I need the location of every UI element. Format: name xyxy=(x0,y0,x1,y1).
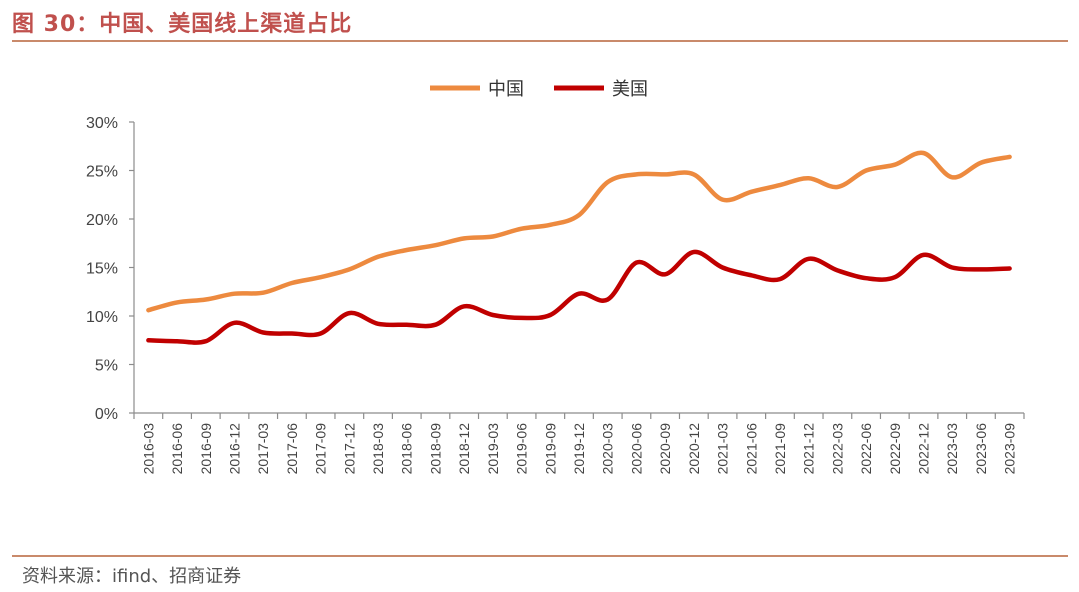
source-note: 资料来源：ifind、招商证券 xyxy=(22,566,242,587)
title-divider xyxy=(12,40,1068,42)
x-tick-label: 2021-12 xyxy=(801,423,817,475)
x-tick-label: 2020-09 xyxy=(657,423,673,475)
x-tick-label: 2017-09 xyxy=(313,423,329,475)
x-tick-label: 2016-12 xyxy=(226,423,242,475)
x-tick-label: 2022-12 xyxy=(916,423,932,475)
y-axis: 0% 5% 10% 15% 20% 25% 30% xyxy=(86,115,135,423)
x-tick-label: 2023-06 xyxy=(973,423,989,475)
x-tick-label: 2016-09 xyxy=(198,423,214,475)
x-tick-label: 2023-09 xyxy=(1002,423,1018,475)
series-layer xyxy=(146,150,1012,345)
x-tick-label: 2021-06 xyxy=(743,423,759,475)
x-tick-label: 2020-06 xyxy=(628,423,644,475)
legend-label: 中国 xyxy=(488,79,524,100)
y-tick-label: 20% xyxy=(86,212,118,229)
x-tick-label: 2017-06 xyxy=(284,423,300,475)
y-tick-label: 25% xyxy=(86,164,118,181)
y-tick-label: 10% xyxy=(86,309,118,326)
x-tick-label: 2020-12 xyxy=(686,423,702,475)
x-tick-label: 2019-09 xyxy=(542,423,558,475)
x-axis: 2016-03 2016-06 2016-09 2016-12 2017-03 2017-… xyxy=(133,412,1025,475)
x-tick-label: 2022-03 xyxy=(829,423,845,475)
x-tick-label: 2016-06 xyxy=(169,423,185,475)
x-tick-label: 2019-06 xyxy=(514,423,530,475)
x-tick-label: 2019-03 xyxy=(485,423,501,475)
x-tick-label: 2018-09 xyxy=(427,423,443,475)
y-tick-label: 15% xyxy=(86,261,118,278)
x-tick-label: 2017-03 xyxy=(255,423,271,475)
x-tick-label: 2022-09 xyxy=(887,423,903,475)
x-tick-label: 2018-03 xyxy=(370,423,386,475)
x-tick-label: 2021-03 xyxy=(715,423,731,475)
x-tick-label: 2019-12 xyxy=(571,423,587,475)
footer-divider xyxy=(12,555,1068,557)
y-tick-label: 5% xyxy=(95,358,118,375)
legend-label: 美国 xyxy=(612,79,648,100)
x-tick-label: 2020-03 xyxy=(600,423,616,475)
x-tick-label: 2023-03 xyxy=(944,423,960,475)
series-line-china xyxy=(146,150,1012,313)
y-tick-label: 0% xyxy=(95,406,118,423)
series-line-usa xyxy=(146,249,1012,345)
line-chart: 中国 美国 0%5%10%15%20%25%30% 2016-03 2016-06 2… xyxy=(86,79,1025,475)
chart-legend: 中国 美国 xyxy=(430,79,648,100)
figure-title: 图 30：中国、美国线上渠道占比 xyxy=(12,12,353,37)
x-tick-label: 2018-12 xyxy=(456,423,472,475)
x-tick-label: 2016-03 xyxy=(140,423,156,475)
x-tick-label: 2018-06 xyxy=(399,423,415,475)
x-tick-label: 2017-12 xyxy=(341,423,357,475)
x-tick-label: 2022-06 xyxy=(858,423,874,475)
y-tick-label: 30% xyxy=(86,115,118,132)
x-tick-label: 2021-09 xyxy=(772,423,788,475)
